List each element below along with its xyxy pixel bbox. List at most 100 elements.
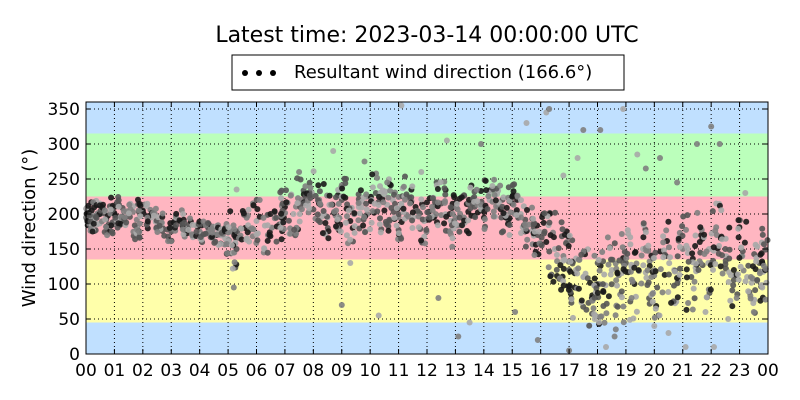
data-point (125, 210, 132, 217)
data-point (296, 211, 303, 217)
data-point (600, 289, 607, 295)
data-point (102, 216, 109, 223)
data-point (651, 323, 658, 329)
data-point (449, 235, 456, 242)
data-point (466, 319, 473, 326)
data-point (553, 266, 560, 273)
x-tick-label: 03 (160, 361, 182, 381)
data-point (506, 222, 513, 228)
data-point (683, 226, 689, 233)
data-point (96, 202, 103, 209)
data-point (743, 218, 750, 225)
data-point (599, 249, 606, 255)
data-point (307, 195, 314, 201)
data-point (424, 199, 430, 206)
legend: Resultant wind direction (166.6°) (231, 54, 625, 91)
data-point (402, 173, 408, 180)
data-point (374, 208, 381, 215)
data-point (418, 237, 425, 244)
data-point (283, 199, 290, 206)
data-point (126, 201, 133, 208)
data-point (645, 247, 652, 254)
data-point (424, 209, 431, 216)
data-point (701, 251, 708, 257)
data-point (691, 295, 698, 302)
data-point (407, 200, 413, 207)
data-point (233, 186, 240, 193)
data-point (628, 276, 635, 283)
x-tick-label: 06 (246, 361, 268, 381)
x-tick-label: 05 (217, 361, 239, 381)
data-point (112, 214, 119, 221)
data-point (376, 221, 383, 228)
data-point (271, 208, 278, 215)
data-point (491, 192, 498, 198)
data-point (580, 127, 587, 133)
data-point (631, 249, 638, 256)
x-tick-label: 19 (615, 361, 637, 381)
data-point (250, 202, 257, 209)
data-point (361, 214, 368, 220)
data-point (296, 169, 303, 175)
data-point (613, 277, 620, 284)
data-point (665, 218, 672, 225)
data-point (347, 260, 354, 266)
data-point (645, 279, 652, 286)
data-point (173, 222, 180, 229)
data-point (254, 230, 261, 237)
y-tick-label: 50 (58, 310, 80, 330)
data-point (351, 229, 358, 236)
data-point (546, 106, 553, 112)
data-point (557, 262, 564, 269)
data-point (552, 209, 559, 216)
data-point (420, 204, 426, 211)
data-point (595, 257, 602, 263)
data-point (749, 275, 756, 282)
data-point (238, 225, 245, 232)
x-tick-label: 00 (757, 361, 779, 381)
x-tick-label: 08 (303, 361, 325, 381)
data-point (762, 296, 769, 303)
y-tick-label: 250 (48, 170, 80, 190)
data-point (306, 179, 313, 186)
x-tick-label: 14 (473, 361, 495, 381)
data-point (735, 225, 742, 232)
data-point (273, 214, 280, 221)
data-point (451, 220, 458, 227)
data-point (759, 284, 766, 291)
data-point (663, 227, 670, 234)
data-point (640, 234, 647, 241)
data-point (752, 266, 759, 273)
data-point (454, 200, 460, 207)
data-point (356, 210, 363, 217)
data-point (472, 214, 479, 221)
data-point (483, 187, 490, 194)
data-point (640, 220, 647, 227)
data-point (701, 231, 708, 238)
data-point (409, 225, 416, 231)
data-point (753, 258, 760, 265)
data-point (335, 200, 342, 207)
data-point (143, 203, 150, 210)
data-point (762, 246, 769, 253)
data-point (638, 280, 645, 287)
data-point (240, 210, 247, 217)
data-point (665, 289, 672, 295)
data-point (652, 305, 659, 312)
data-point (567, 258, 574, 265)
x-tick-label: 01 (104, 361, 126, 381)
data-point (317, 200, 323, 207)
x-tick-label: 21 (672, 361, 694, 381)
data-point (530, 215, 537, 222)
data-point (264, 237, 271, 244)
data-point (576, 256, 583, 263)
x-tick-label: 09 (331, 361, 353, 381)
data-point (667, 254, 673, 261)
data-point (385, 194, 392, 201)
data-point (711, 344, 717, 350)
data-point (320, 208, 327, 214)
data-point (400, 205, 407, 212)
data-point (597, 127, 604, 133)
data-point (619, 244, 626, 251)
data-point (651, 314, 658, 321)
